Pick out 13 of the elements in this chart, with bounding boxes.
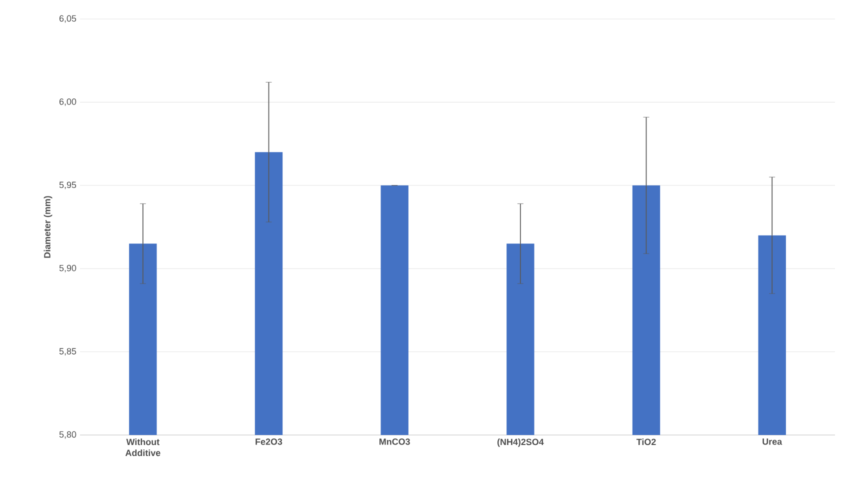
x-tick-label: MnCO3 xyxy=(379,438,410,445)
x-tick-label: Fe2O3 xyxy=(256,438,282,445)
y-axis-title: Diameter (mm) xyxy=(44,196,52,258)
y-tick-label: 5,90 xyxy=(59,264,76,272)
x-tick-label: Urea xyxy=(762,438,782,445)
x-tick-label: TiO2 xyxy=(636,438,656,446)
y-tick-label: 5,80 xyxy=(59,431,76,439)
y-tick-label: 6,00 xyxy=(59,98,76,106)
y-tick-label: 5,85 xyxy=(59,348,76,356)
y-tick-label: 6,05 xyxy=(59,15,76,23)
y-tick-label: 5,95 xyxy=(59,182,76,190)
x-tick-label: (NH4)2SO4 xyxy=(497,438,544,447)
x-tick-label: Without Additive xyxy=(125,438,160,456)
